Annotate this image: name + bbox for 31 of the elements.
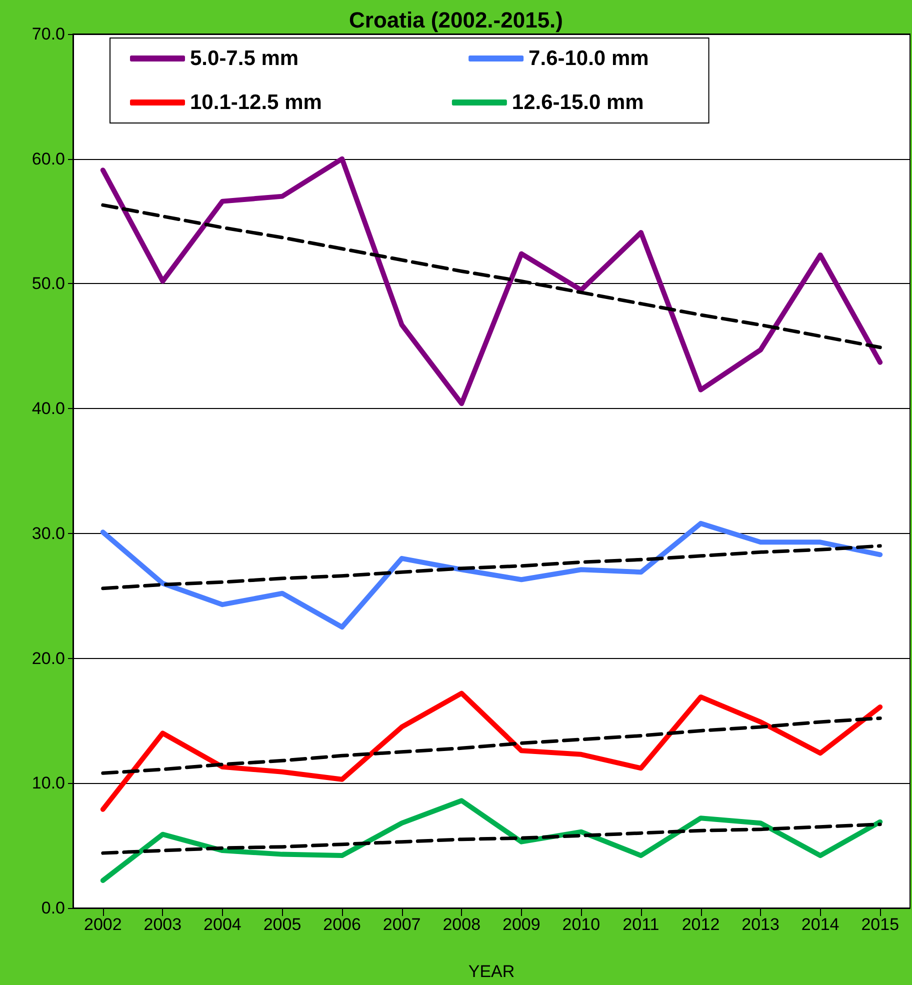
x-tick-label: 2006 [323, 915, 361, 934]
y-tick-label: 0.0 [41, 898, 65, 918]
legend-label: 10.1-12.5 mm [190, 91, 322, 114]
line-series [101, 716, 882, 775]
x-tick-label: 2007 [382, 915, 421, 934]
x-tick-label: 2011 [622, 915, 660, 934]
y-tick-label: 50.0 [32, 274, 65, 294]
x-axis-title: YEAR [468, 962, 515, 981]
x-tick-label: 2005 [263, 915, 302, 934]
x-tick-label: 2010 [562, 915, 600, 934]
x-tick-label: 2002 [84, 915, 122, 934]
x-tick-label: 2004 [204, 915, 242, 934]
y-tick-label: 10.0 [32, 774, 65, 793]
y-tick-label: 60.0 [32, 149, 65, 168]
legend-label: 7.6-10.0 mm [528, 47, 649, 70]
y-tick-label: 20.0 [32, 648, 65, 668]
legend-label: 12.6-15.0 mm [512, 91, 644, 114]
y-tick-label: 70.0 [32, 24, 65, 44]
line-series [101, 822, 882, 855]
x-tick-label: 2012 [682, 915, 720, 934]
y-tick-label: 30.0 [32, 524, 65, 543]
legend-label: 5.0-7.5 mm [190, 47, 299, 70]
y-tick-label: 40.0 [32, 399, 65, 418]
x-tick-label: 2008 [442, 915, 481, 934]
x-tick-label: 2014 [801, 915, 840, 934]
x-tick-label: 2013 [742, 915, 780, 934]
chart-title: Croatia (2002.-2015.) [349, 8, 563, 32]
x-tick-label: 2009 [502, 915, 540, 934]
line-series [101, 544, 882, 590]
x-tick-label: 2003 [144, 915, 182, 934]
x-tick-label: 2015 [861, 915, 900, 934]
